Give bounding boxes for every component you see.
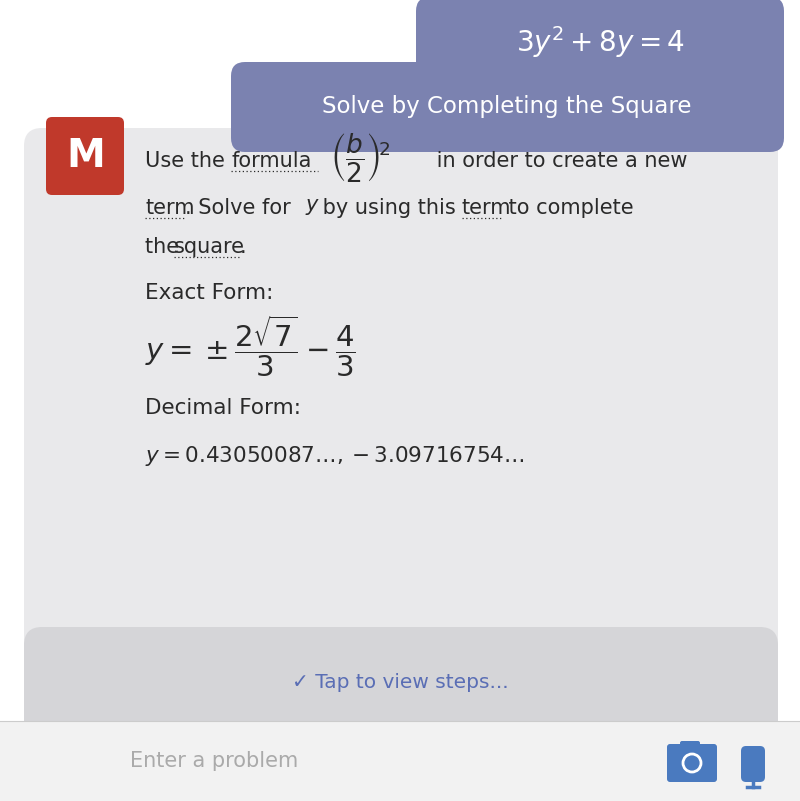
Text: Use the: Use the [145, 151, 231, 171]
FancyBboxPatch shape [680, 741, 700, 753]
Text: by using this: by using this [316, 198, 462, 218]
FancyBboxPatch shape [741, 746, 765, 782]
Text: term: term [145, 198, 194, 218]
FancyBboxPatch shape [667, 744, 717, 782]
Text: . Solve for: . Solve for [185, 198, 298, 218]
Text: $y = \pm\dfrac{2\sqrt{7}}{3} - \dfrac{4}{3}$: $y = \pm\dfrac{2\sqrt{7}}{3} - \dfrac{4}… [145, 313, 356, 379]
Text: square: square [174, 237, 245, 257]
Bar [0, 721, 800, 801]
FancyBboxPatch shape [24, 128, 778, 739]
Text: Exact Form:: Exact Form: [145, 283, 274, 303]
Circle shape [683, 754, 701, 772]
Text: $\mathbf{M}$: $\mathbf{M}$ [66, 137, 103, 175]
Text: to complete: to complete [502, 198, 634, 218]
Text: ✓ Tap to view steps...: ✓ Tap to view steps... [292, 674, 508, 693]
Text: Decimal Form:: Decimal Form: [145, 398, 301, 418]
Text: in order to create a new: in order to create a new [430, 151, 687, 171]
Text: Solve by Completing the Square: Solve by Completing the Square [322, 95, 692, 119]
Text: $y = 0.43050087\ldots, -3.09716754\ldots$: $y = 0.43050087\ldots, -3.09716754\ldots… [145, 444, 525, 468]
Text: $\left(\dfrac{b}{2}\right)^{\!2}$: $\left(\dfrac{b}{2}\right)^{\!2}$ [330, 131, 390, 183]
Text: $3y^2 + 8y = 4$: $3y^2 + 8y = 4$ [515, 24, 685, 60]
Text: .: . [240, 237, 246, 257]
FancyBboxPatch shape [46, 117, 124, 195]
Bar [42, 643, 760, 683]
Text: term: term [462, 198, 511, 218]
Text: $y$: $y$ [305, 197, 320, 217]
FancyBboxPatch shape [416, 0, 784, 87]
Text: the: the [145, 237, 186, 257]
Text: Enter a problem: Enter a problem [130, 751, 298, 771]
FancyBboxPatch shape [24, 627, 778, 739]
Text: formula: formula [231, 151, 311, 171]
FancyBboxPatch shape [231, 62, 784, 152]
